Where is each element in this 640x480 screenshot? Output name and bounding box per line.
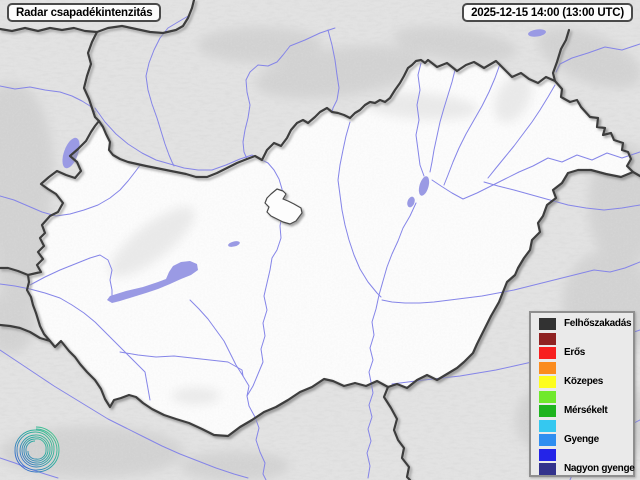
legend-swatch bbox=[539, 405, 556, 417]
river-drava bbox=[0, 349, 249, 479]
river-szamos bbox=[483, 181, 640, 211]
border-si-hr bbox=[0, 323, 52, 343]
legend-swatch bbox=[539, 390, 556, 403]
river-mura bbox=[0, 283, 151, 401]
border-sk-ua bbox=[551, 28, 571, 83]
legend: Felhőszakadás Erős Közepes Mérsékelt Gyenge N… bbox=[529, 311, 635, 477]
border-at-si bbox=[0, 266, 30, 277]
river-danube-upstream bbox=[0, 85, 96, 113]
legend-swatch bbox=[539, 448, 556, 461]
legend-item-label: Felhőszakadás bbox=[564, 318, 632, 329]
legend-item: Erős bbox=[539, 347, 633, 359]
river-sajo bbox=[429, 69, 456, 173]
lake-balaton bbox=[107, 261, 198, 303]
border-rs-ro bbox=[382, 385, 412, 480]
river-raba bbox=[0, 163, 142, 217]
lake-zemplinska bbox=[528, 29, 546, 37]
border-cz-at-sk bbox=[0, 0, 196, 35]
lake-tisza bbox=[418, 176, 430, 196]
lakes bbox=[62, 29, 546, 303]
river-hron bbox=[242, 27, 336, 160]
legend-item bbox=[539, 361, 633, 374]
legend-item bbox=[539, 390, 633, 403]
legend-item bbox=[539, 448, 633, 461]
border-ua-ro bbox=[631, 170, 640, 178]
legend-swatch bbox=[539, 419, 556, 432]
rivers bbox=[0, 14, 640, 480]
border-morava bbox=[82, 30, 101, 123]
budapest-outline bbox=[264, 188, 303, 225]
river-tisza-upper bbox=[431, 151, 640, 200]
legend-swatch bbox=[539, 347, 556, 359]
river-tisza-lower bbox=[366, 202, 417, 479]
legend-swatch bbox=[539, 332, 556, 345]
hungary-outline bbox=[25, 58, 635, 438]
legend-items: Felhőszakadás Erős Közepes Mérsékelt Gyenge N… bbox=[539, 318, 635, 475]
river-sio bbox=[189, 299, 250, 397]
legend-item: Közepes bbox=[539, 376, 633, 388]
river-bodrog bbox=[487, 84, 556, 179]
legend-item-label: Közepes bbox=[564, 376, 604, 387]
river-koros bbox=[381, 261, 640, 304]
lake-ferto bbox=[62, 137, 80, 169]
legend-item: Gyenge bbox=[539, 434, 633, 446]
hungaromet-logo-icon bbox=[14, 426, 60, 473]
legend-item-label: Erős bbox=[564, 347, 586, 358]
legend-swatch bbox=[539, 434, 556, 446]
river-kapos bbox=[119, 351, 244, 377]
legend-item: Mérsékelt bbox=[539, 405, 633, 417]
legend-swatch bbox=[539, 361, 556, 374]
legend-item: Felhőszakadás bbox=[539, 318, 633, 330]
lake-velence bbox=[228, 241, 240, 247]
river-ua bbox=[555, 43, 640, 73]
legend-item-label: Gyenge bbox=[564, 434, 599, 445]
legend-item-label: Nagyon gyenge bbox=[564, 463, 635, 474]
legend-swatch bbox=[539, 376, 556, 388]
timestamp: 2025-12-15 14:00 (13:00 UTC) bbox=[462, 3, 633, 22]
legend-item: Nagyon gyenge bbox=[539, 463, 635, 475]
river-danube bbox=[94, 107, 284, 480]
lake-tisza-south bbox=[407, 196, 415, 208]
river-zagyva bbox=[337, 121, 382, 298]
river-eger bbox=[415, 62, 425, 177]
river-ipoly-upper bbox=[327, 29, 340, 113]
river-hernad bbox=[443, 63, 501, 186]
map-title: Radar csapadékintenzitás bbox=[7, 3, 162, 22]
river-zala bbox=[29, 254, 113, 297]
legend-item-label: Mérsékelt bbox=[564, 405, 608, 416]
legend-swatch bbox=[539, 463, 556, 475]
legend-item bbox=[539, 419, 633, 432]
legend-item bbox=[539, 332, 633, 345]
legend-swatch bbox=[539, 318, 556, 330]
